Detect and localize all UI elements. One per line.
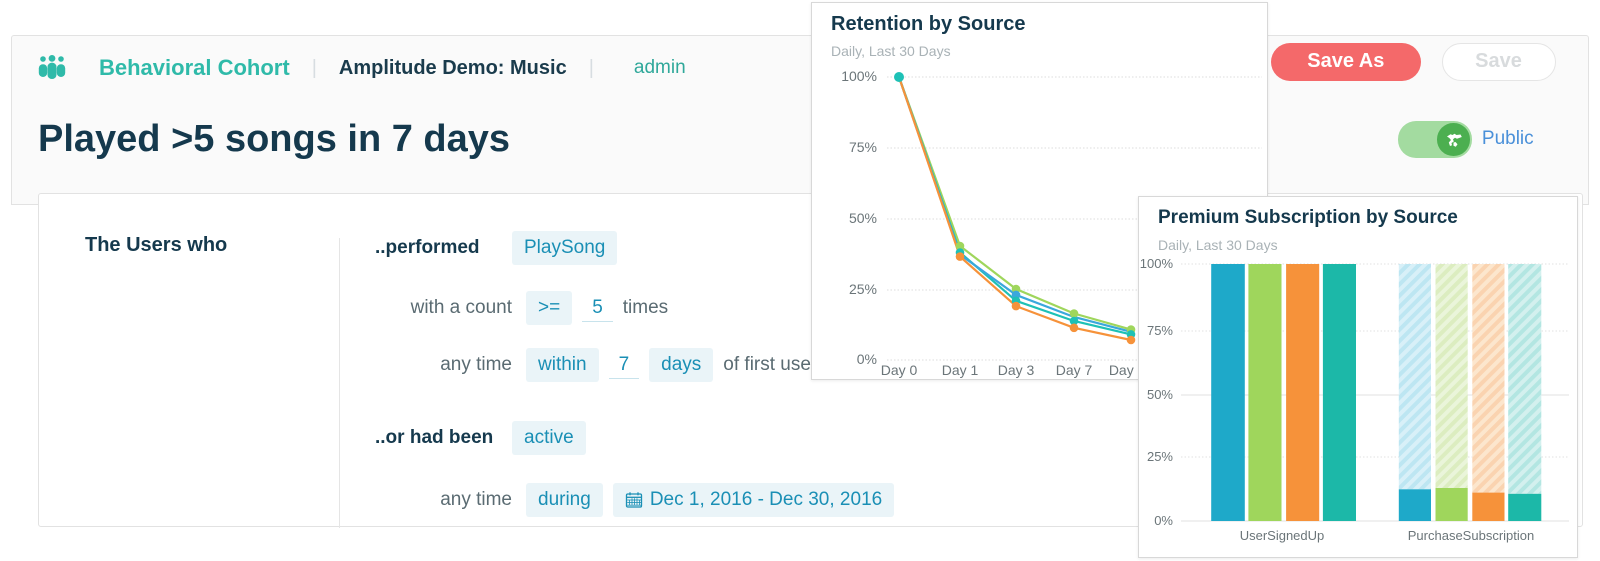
- svg-text:0%: 0%: [857, 351, 877, 367]
- svg-text:75%: 75%: [849, 139, 877, 155]
- svg-text:100%: 100%: [841, 68, 877, 84]
- svg-text:0%: 0%: [1154, 513, 1173, 528]
- svg-text:50%: 50%: [849, 210, 877, 226]
- svg-text:50%: 50%: [1147, 387, 1173, 402]
- svg-text:Day 7: Day 7: [1056, 362, 1093, 378]
- svg-text:PurchaseSubscription: PurchaseSubscription: [1408, 528, 1534, 543]
- svg-text:UserSignedUp: UserSignedUp: [1240, 528, 1325, 543]
- svg-text:100%: 100%: [1140, 256, 1174, 271]
- svg-text:25%: 25%: [849, 281, 877, 297]
- svg-text:75%: 75%: [1147, 323, 1173, 338]
- svg-text:Day 0: Day 0: [881, 362, 918, 378]
- svg-text:25%: 25%: [1147, 449, 1173, 464]
- svg-text:Day 1: Day 1: [942, 362, 979, 378]
- svg-text:Day 3: Day 3: [998, 362, 1035, 378]
